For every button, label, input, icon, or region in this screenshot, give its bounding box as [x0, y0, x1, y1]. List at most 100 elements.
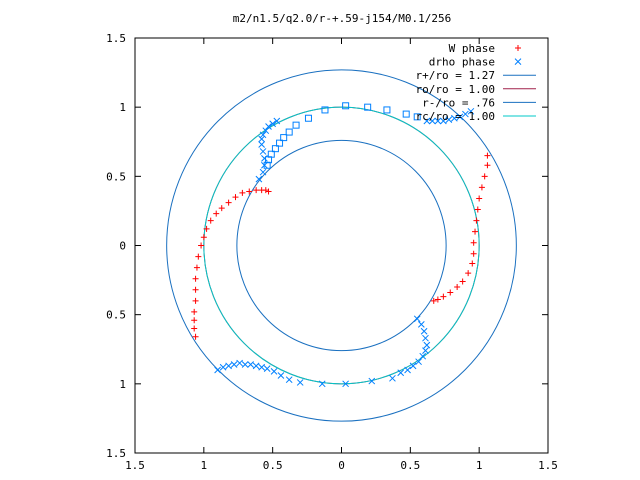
drho-phase-point — [404, 366, 411, 374]
w-phase-point — [430, 297, 437, 304]
legend-label: ro/ro = 1.00 — [416, 83, 495, 96]
drho-phase-point — [429, 117, 436, 125]
w-phase-point — [473, 217, 480, 224]
drho-phase-open-point — [413, 113, 421, 121]
w-phase-point — [253, 187, 260, 194]
drho-phase-open-point — [271, 145, 279, 153]
w-phase-point — [484, 152, 491, 159]
w-phase-point — [484, 162, 491, 169]
drho-phase-point — [368, 377, 376, 385]
legend-item: ro/ro = 1.00 — [416, 83, 536, 96]
drho-phase-point — [318, 380, 326, 388]
circle-4 — [203, 106, 480, 385]
w-phase-point — [440, 293, 447, 300]
w-phase-point — [470, 250, 477, 257]
w-phase-point — [469, 260, 476, 267]
drho-phase-point — [420, 327, 428, 335]
drho-phase-point — [259, 168, 267, 176]
drho-phase-point — [440, 117, 447, 125]
drho-phase-open-point — [276, 139, 284, 147]
w-phase-point — [207, 217, 214, 224]
x-tick-label: 0.5 — [400, 459, 420, 472]
y-tick-label: 0.5 — [106, 309, 126, 322]
w-phase-point — [434, 296, 441, 303]
drho-phase-point — [422, 347, 429, 354]
drho-phase-point — [230, 361, 238, 368]
w-phase-point — [246, 188, 253, 195]
legend-item: drho phase — [429, 56, 522, 69]
circle-2 — [203, 106, 480, 385]
w-phase-point — [192, 275, 199, 282]
drho-phase-open-point — [292, 121, 300, 129]
legend-label: drho phase — [429, 56, 495, 69]
w-phase-point — [192, 297, 199, 304]
w-phase-point — [191, 317, 198, 324]
x-tick-label: 0.5 — [263, 459, 283, 472]
w-phase-point — [198, 242, 205, 249]
legend-item: rc/ro = 1.00 — [416, 110, 536, 123]
drho-phase-point — [269, 120, 277, 128]
axis-ticks: 1.5 1 0.5 0 0.5 1 1.51.510.500.511.5 — [106, 32, 558, 472]
drho-phase-point — [417, 320, 425, 328]
drho-phase-point — [259, 148, 267, 155]
drho-phase-point — [273, 117, 281, 125]
legend-item: r-/ro = .76 — [422, 96, 536, 109]
drho-phase-open-point — [364, 103, 372, 111]
w-phase-point — [239, 189, 246, 196]
w-phase-point — [265, 188, 272, 195]
w-phase-point — [476, 195, 483, 202]
drho-phase-point — [225, 362, 232, 370]
y-tick-label: 1 — [119, 101, 126, 114]
drho-phase-point — [265, 123, 272, 130]
w-phase-point — [191, 308, 198, 315]
drho-phase-point — [285, 376, 293, 384]
drho-phase-point — [389, 374, 396, 382]
w-phase-point — [262, 187, 269, 194]
drho-phase-open-point — [321, 106, 329, 114]
x-tick-label: 1 — [201, 459, 208, 472]
drho-phase-point — [252, 362, 260, 370]
legend-label: rc/ro = 1.00 — [416, 110, 495, 123]
circle-3 — [236, 139, 447, 352]
x-tick-label: 0 — [338, 459, 345, 472]
w-phase-point — [232, 194, 239, 201]
w-phase-point — [474, 206, 481, 213]
drho-phase-point — [214, 366, 221, 374]
drho-phase-open-point — [285, 128, 293, 136]
w-phase-point — [203, 225, 210, 232]
legend-item: W phase — [449, 42, 521, 55]
legend-swatch — [515, 45, 521, 51]
drho-phase-point — [236, 359, 243, 367]
y-tick-label: 0 — [119, 240, 126, 253]
w-phase-point — [478, 184, 485, 191]
drho-phase-open-point — [383, 106, 391, 114]
series-3 — [263, 102, 421, 169]
drho-phase-point — [219, 363, 227, 371]
w-phase-point — [470, 239, 477, 246]
x-tick-label: 1 — [476, 459, 483, 472]
drho-phase-point — [247, 361, 254, 368]
drho-phase-point — [397, 369, 405, 377]
drho-phase-point — [415, 358, 422, 366]
drho-phase-point — [456, 113, 464, 121]
legend-item: r+/ro = 1.27 — [416, 69, 536, 82]
x-tick-label: 1.5 — [538, 459, 558, 472]
drho-phase-point — [423, 117, 431, 125]
w-phase-point — [454, 284, 461, 290]
drho-phase-point — [409, 362, 417, 370]
legend-label: r-/ro = .76 — [422, 96, 495, 109]
drho-phase-point — [296, 379, 304, 386]
drho-phase-point — [259, 131, 267, 139]
drho-phase-point — [258, 363, 266, 371]
drho-phase-point — [434, 117, 442, 125]
w-phase-point — [192, 333, 199, 340]
x-tick-label: 1.5 — [125, 459, 145, 472]
chart-title: m2/n1.5/q2.0/r-+.59-j154/M0.1/256 — [233, 12, 452, 25]
points-layer — [191, 102, 491, 388]
w-phase-point — [218, 205, 225, 212]
drho-phase-open-point — [280, 134, 288, 142]
legend-label: r+/ro = 1.27 — [416, 69, 495, 82]
w-phase-point — [213, 210, 220, 217]
